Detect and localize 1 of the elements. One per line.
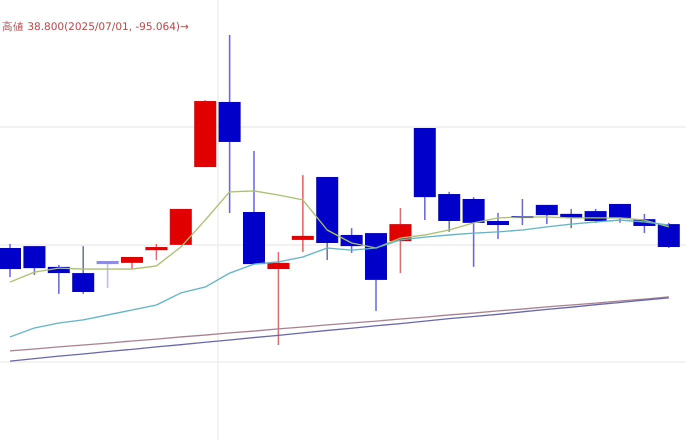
text: 高値 38.800(2025/07/01, -95.064)→ <box>2 20 189 33</box>
